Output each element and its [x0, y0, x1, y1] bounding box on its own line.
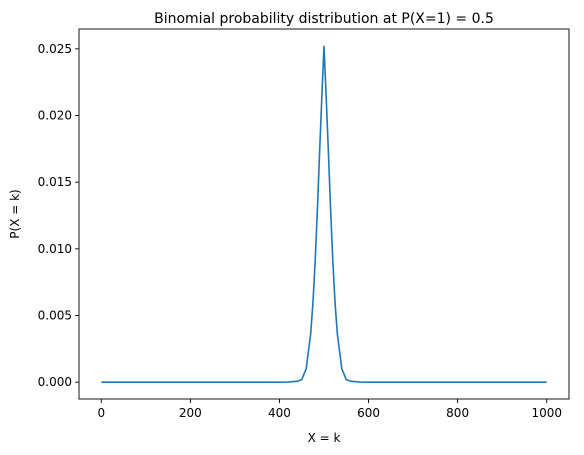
x-tick-label: 0	[97, 406, 105, 420]
x-tick-label: 800	[446, 406, 469, 420]
y-tick-label: 0.000	[38, 375, 72, 389]
x-tick-label: 1000	[531, 406, 562, 420]
x-tick-label: 600	[357, 406, 380, 420]
y-axis-label: P(X = k)	[8, 189, 22, 238]
x-tick-label: 400	[268, 406, 291, 420]
y-tick-label: 0.015	[38, 175, 72, 189]
y-tick-label: 0.020	[38, 109, 72, 123]
y-tick-label: 0.025	[38, 42, 72, 56]
chart-title: Binomial probability distribution at P(X…	[154, 11, 494, 27]
y-tick-label: 0.005	[38, 309, 72, 323]
y-tick-label: 0.010	[38, 242, 72, 256]
x-tick-label: 200	[179, 406, 202, 420]
x-axis-label: X = k	[308, 431, 341, 445]
